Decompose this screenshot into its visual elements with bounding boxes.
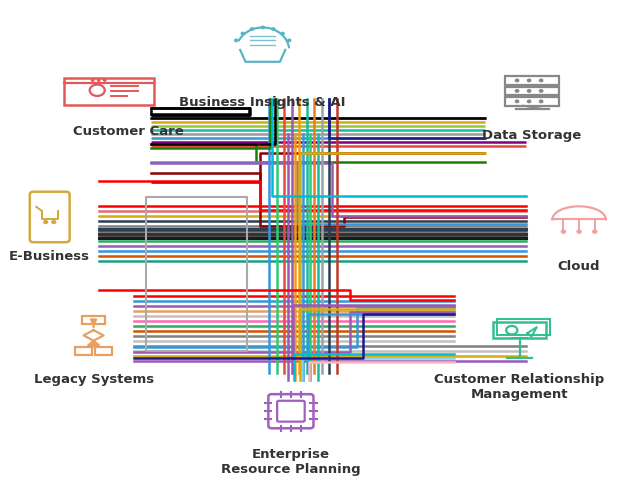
Circle shape [250, 28, 253, 30]
Circle shape [281, 32, 284, 35]
Circle shape [540, 79, 543, 82]
Circle shape [44, 221, 47, 224]
Circle shape [515, 90, 519, 92]
Circle shape [593, 230, 596, 233]
Circle shape [104, 79, 106, 81]
Circle shape [287, 39, 291, 42]
Circle shape [515, 100, 519, 102]
Circle shape [577, 230, 581, 233]
Circle shape [527, 90, 531, 92]
Circle shape [515, 79, 519, 82]
Text: Business Insights & AI: Business Insights & AI [179, 96, 346, 109]
Circle shape [261, 26, 264, 28]
Circle shape [92, 79, 94, 81]
Text: Legacy Systems: Legacy Systems [33, 373, 154, 386]
Circle shape [527, 100, 531, 102]
Text: Customer Relationship
Management: Customer Relationship Management [435, 373, 605, 401]
Circle shape [97, 79, 100, 81]
Text: Cloud: Cloud [558, 259, 600, 272]
Text: E-Business: E-Business [9, 250, 90, 263]
Text: Data Storage: Data Storage [483, 129, 582, 142]
Circle shape [241, 32, 244, 35]
Circle shape [235, 39, 238, 42]
Text: Enterprise
Resource Planning: Enterprise Resource Planning [221, 448, 361, 476]
Circle shape [540, 100, 543, 102]
Circle shape [527, 79, 531, 82]
Circle shape [561, 230, 566, 233]
Text: Customer Care: Customer Care [73, 125, 184, 138]
Circle shape [52, 221, 56, 224]
Circle shape [272, 28, 275, 30]
Circle shape [540, 90, 543, 92]
